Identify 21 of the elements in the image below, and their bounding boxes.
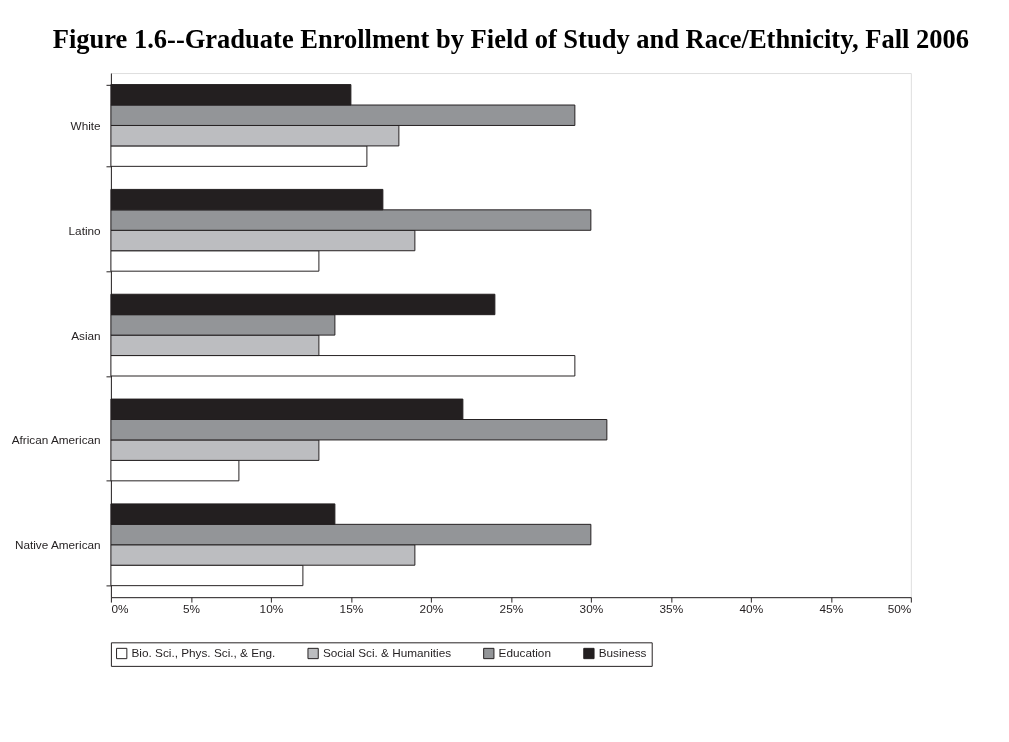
y-tick-label: Asian bbox=[71, 328, 101, 342]
x-tick-label: 25% bbox=[499, 602, 524, 616]
x-tick-label: 45% bbox=[819, 602, 844, 616]
legend-label: Bio. Sci., Phys. Sci., & Eng. bbox=[131, 646, 276, 660]
legend-label: Social Sci. & Humanities bbox=[322, 646, 452, 660]
x-tick-label: 15% bbox=[339, 602, 364, 616]
x-tick-label: 50% bbox=[887, 602, 912, 616]
y-tick-label: African American bbox=[11, 433, 101, 447]
x-tick-label: 30% bbox=[579, 602, 604, 616]
x-tick-label: 10% bbox=[259, 602, 284, 616]
x-tick-label: 20% bbox=[419, 602, 444, 616]
x-tick-label: 0% bbox=[111, 602, 129, 616]
legend-label: Education bbox=[498, 646, 551, 660]
y-tick-label: Latino bbox=[68, 223, 102, 237]
x-tick-label: 5% bbox=[182, 602, 201, 616]
x-tick-label: 35% bbox=[659, 602, 684, 616]
legend-label: Business bbox=[598, 646, 647, 660]
y-tick-label: White bbox=[70, 118, 102, 132]
x-tick-label: 40% bbox=[739, 602, 764, 616]
chart-title: Figure 1.6--Graduate Enrollment by Field of Study and Race/Ethnicity, Fall 2006 bbox=[52, 23, 969, 54]
y-tick-label: Native American bbox=[14, 538, 101, 552]
